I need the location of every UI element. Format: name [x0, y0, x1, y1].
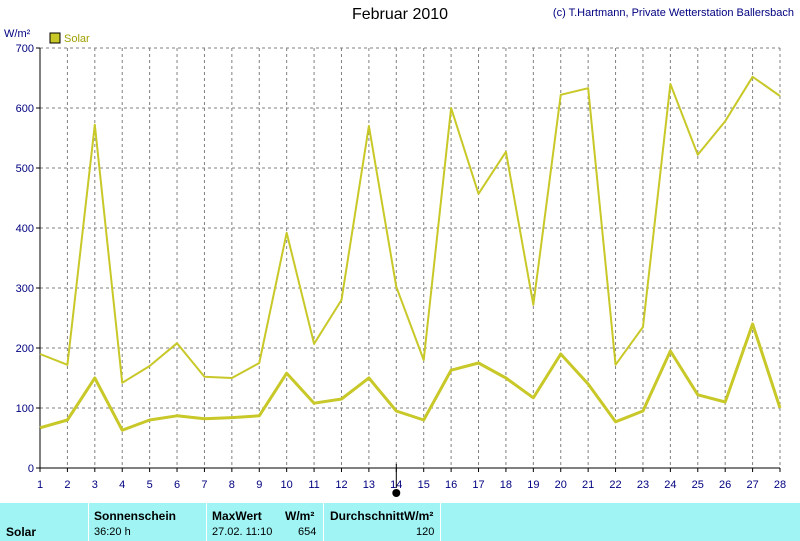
x-tick-label: 19 — [527, 479, 539, 491]
x-tick-label: 20 — [555, 479, 567, 491]
stats-divider — [88, 503, 89, 541]
x-tick-label: 27 — [746, 479, 758, 491]
x-tick-label: 12 — [335, 479, 347, 491]
x-tick-label: 7 — [201, 479, 207, 491]
y-axis-label: W/m² — [4, 28, 31, 40]
sunshine-header: Sonnenschein — [94, 509, 177, 523]
x-tick-label: 4 — [119, 479, 125, 491]
x-tick-label: 21 — [582, 479, 594, 491]
avg-header: DurchschnittW/m² — [330, 509, 434, 523]
x-tick-label: 5 — [147, 479, 153, 491]
series-line-1 — [39, 75, 781, 384]
max-header: MaxWert — [212, 509, 262, 523]
stats-panel: Solar Sonnenschein 36:20 h MaxWert W/m² … — [0, 503, 800, 541]
x-tick-label: 11 — [308, 479, 319, 491]
axes — [39, 48, 780, 469]
x-tick-label: 28 — [774, 479, 786, 491]
series-lines — [39, 75, 782, 432]
sunshine-value: 36:20 h — [94, 526, 131, 538]
x-tick-label: 18 — [500, 479, 512, 491]
x-tick-label: 25 — [692, 479, 704, 491]
x-tick-label: 24 — [664, 479, 676, 491]
stats-row-label: Solar — [6, 525, 37, 539]
x-tick-label: 16 — [445, 479, 457, 491]
max-unit: W/m² — [285, 509, 315, 523]
legend-swatch — [49, 32, 61, 44]
x-tick-label: 23 — [637, 479, 649, 491]
avg-value: 120 — [416, 526, 435, 538]
y-tick-label: 400 — [16, 223, 34, 235]
y-tick-label: 100 — [16, 403, 34, 415]
stats-divider — [206, 503, 207, 541]
stats-divider — [440, 503, 441, 541]
x-tick-label: 3 — [92, 479, 98, 491]
grid — [36, 47, 781, 472]
x-tick-labels: 1 2 3 4 5 6 7 8 9 10 11 12 13 14 15 16 17 18 19 20 21 22 23 24 2… — [37, 479, 786, 491]
credit-text: (c) T.Hartmann, Private Wetterstation Ba… — [552, 7, 794, 19]
x-tick-label: 6 — [174, 479, 180, 491]
x-tick-label: 26 — [719, 479, 731, 491]
stats-divider — [323, 503, 324, 541]
max-value: 654 — [298, 526, 317, 538]
x-tick-label: 2 — [64, 479, 70, 491]
y-tick-label: 200 — [16, 343, 34, 355]
x-tick-label: 1 — [37, 479, 43, 491]
x-tick-label: 22 — [609, 479, 621, 491]
marker-dot — [392, 489, 401, 497]
y-tick-label: 500 — [16, 163, 34, 175]
x-tick-label: 13 — [363, 479, 375, 491]
day-marker — [392, 464, 401, 497]
x-tick-label: 15 — [418, 479, 430, 491]
chart-title: Februar 2010 — [351, 6, 449, 23]
x-tick-label: 9 — [256, 479, 262, 491]
max-time: 27.02. 11:10 — [212, 526, 273, 538]
series-line-2 — [39, 322, 782, 432]
x-tick-label: 17 — [472, 479, 484, 491]
y-tick-label: 300 — [16, 283, 34, 295]
y-tick-label: 700 — [16, 43, 34, 55]
x-tick-label: 10 — [281, 479, 293, 491]
legend-label: Solar — [64, 33, 90, 45]
y-tick-label: 600 — [16, 103, 34, 115]
y-tick-labels: 0 100 200 300 400 500 600 700 — [16, 43, 34, 475]
x-tick-label: 8 — [229, 479, 235, 491]
y-tick-label: 0 — [28, 463, 34, 475]
